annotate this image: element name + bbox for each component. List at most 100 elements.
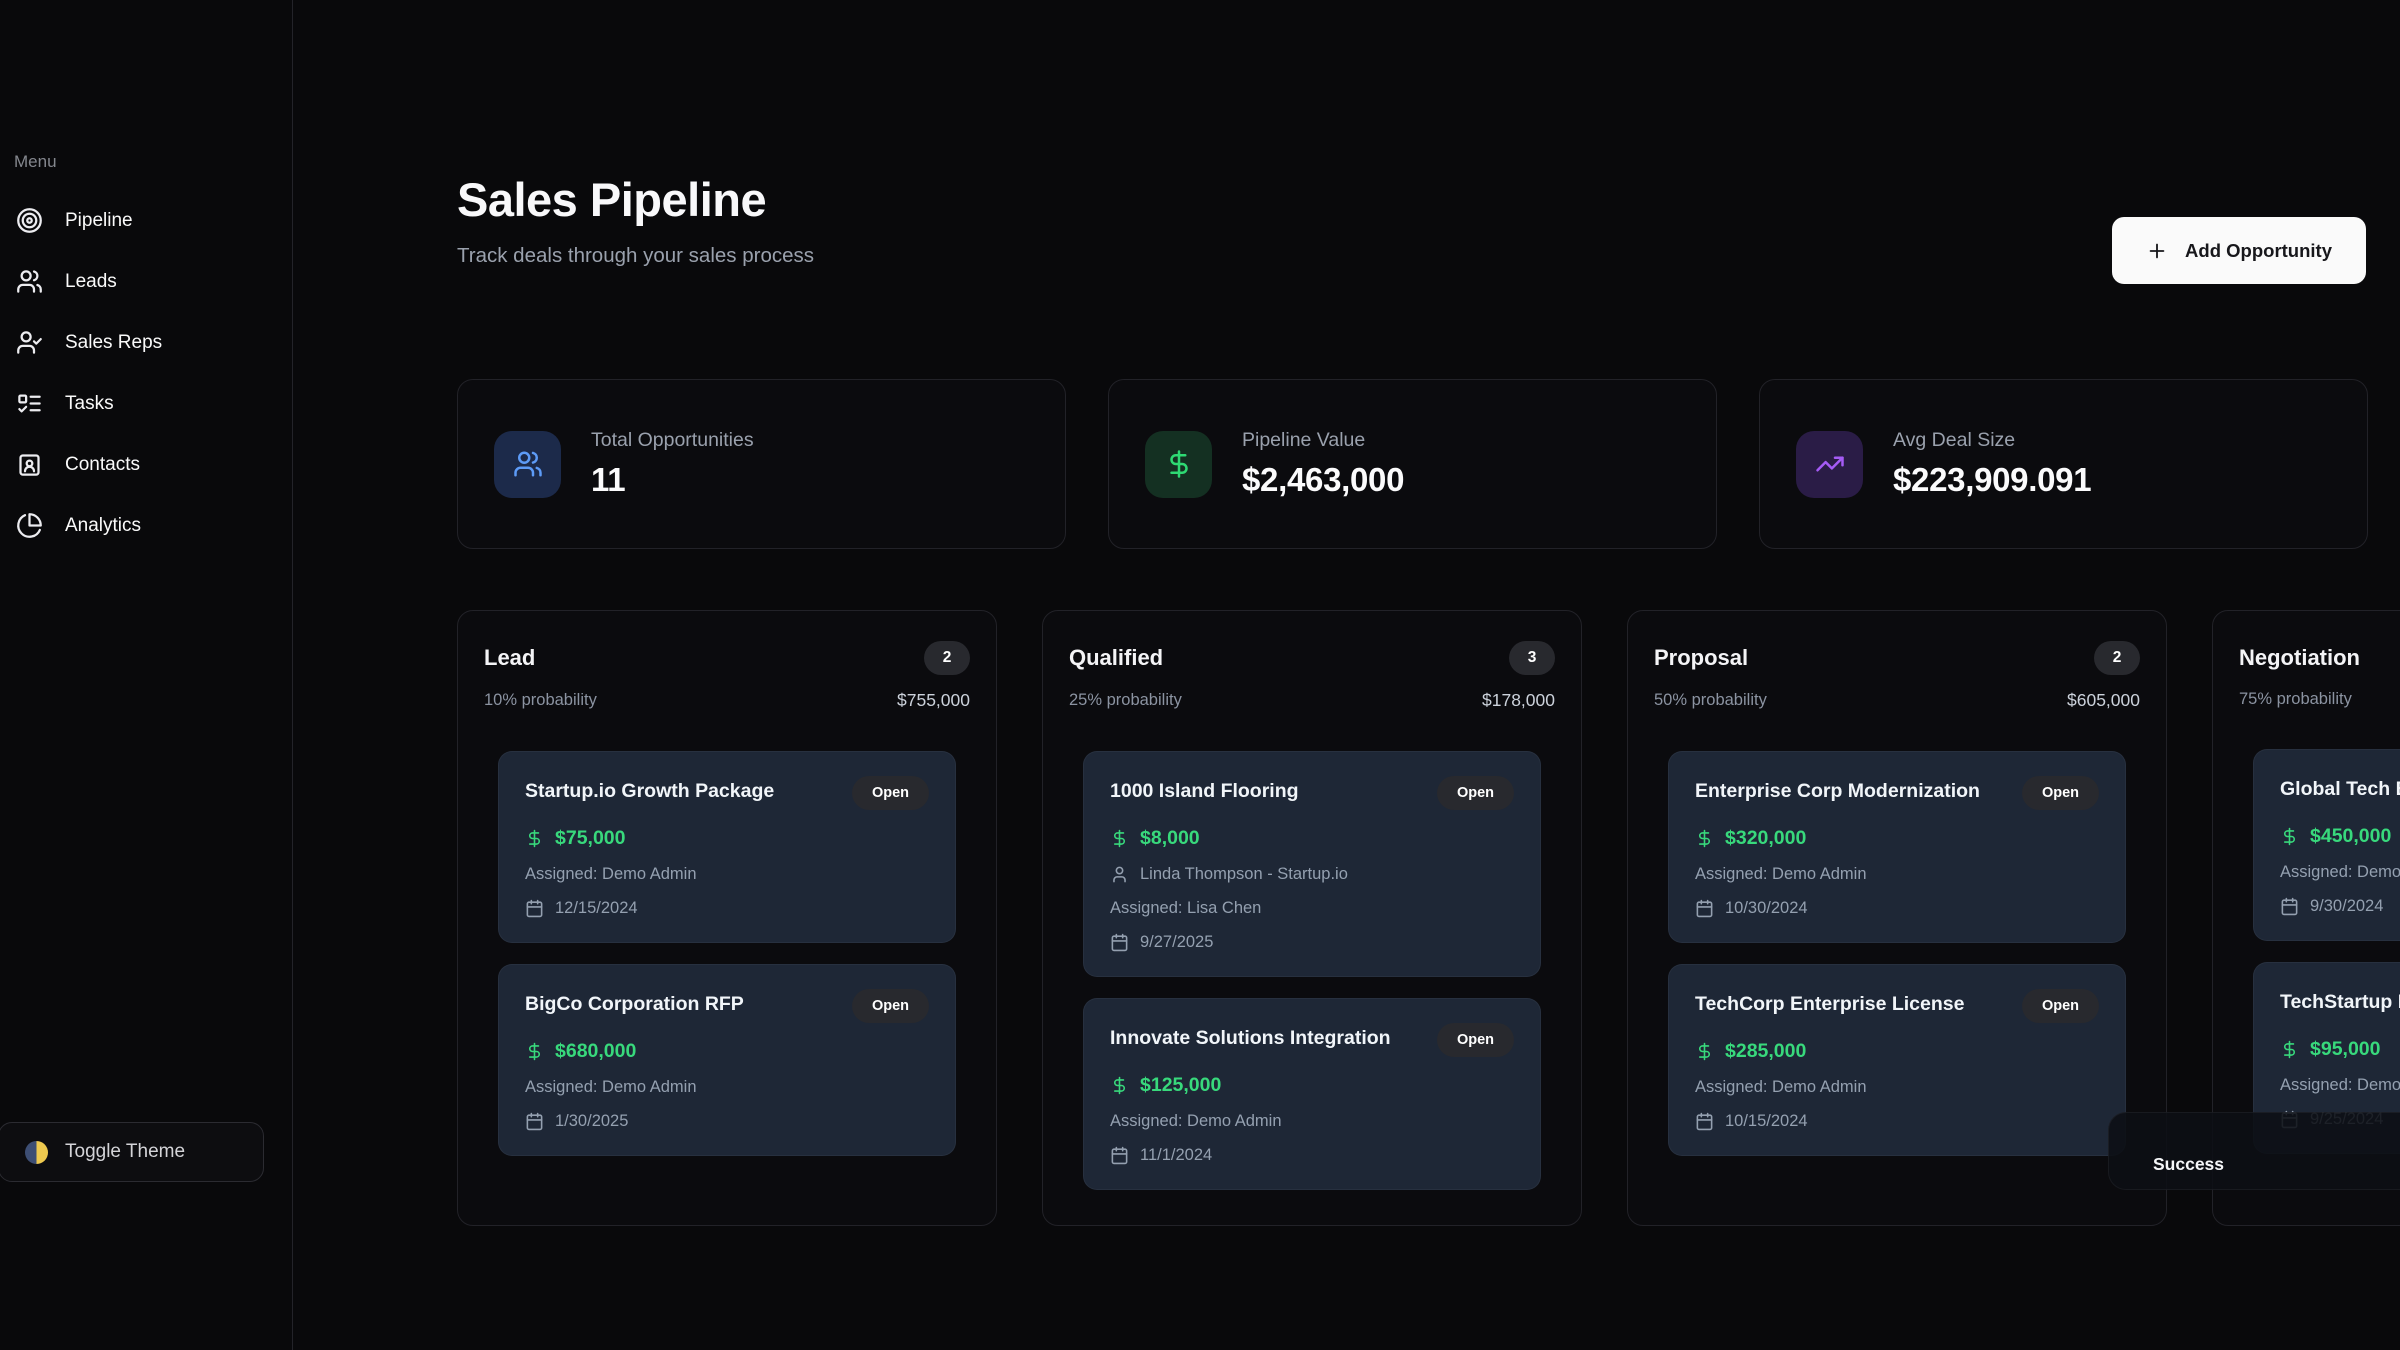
column-count-badge: 3 [1509, 641, 1555, 675]
add-opportunity-button[interactable]: Add Opportunity [2112, 217, 2366, 284]
calendar-icon [1696, 899, 1713, 918]
user-icon [1113, 866, 1126, 883]
stat-card-avg-deal-size: Avg Deal Size $223,909.091 [1759, 379, 2368, 549]
column-subheader: 25% probability $178,000 [1069, 690, 1555, 711]
stat-text: Total Opportunities 11 [591, 429, 754, 499]
column-name: Negotiation [2239, 645, 2360, 670]
stat-card-pipeline-value: Pipeline Value $2,463,000 [1108, 379, 1717, 549]
deal-assigned: Assigned: Demo Admin [1110, 1112, 1282, 1130]
sidebar-item-label: Pipeline [65, 209, 133, 231]
calendar-icon [1696, 1112, 1713, 1131]
deal-date: 11/1/2024 [1140, 1146, 1213, 1164]
deal-value: $320,000 [1725, 827, 1807, 849]
deal-value: $285,000 [1725, 1040, 1807, 1062]
dollar-sign-icon [1113, 1076, 1125, 1095]
column-header: Proposal 2 [1654, 641, 2140, 675]
column-name: Proposal [1654, 645, 1749, 670]
stat-value: $2,463,000 [1242, 461, 1405, 498]
column-count-badge: 2 [2094, 641, 2140, 675]
deal-assigned: Assigned: Demo Admin [1695, 865, 1867, 883]
sidebar-item-pipeline[interactable]: Pipeline [12, 190, 292, 251]
dollar-sign-icon [1113, 829, 1125, 848]
dollar-sign-icon [528, 829, 540, 848]
theme-toggle-button[interactable]: Toggle Theme [0, 1122, 264, 1182]
page-header: Sales Pipeline Track deals through your … [457, 172, 2400, 284]
dollar-sign-icon [2283, 827, 2295, 846]
sidebar-item-label: Leads [65, 270, 117, 292]
column-name: Qualified [1069, 645, 1164, 670]
dollar-sign-icon [1698, 829, 1710, 848]
dollar-sign-icon [1169, 450, 1188, 478]
deal-contact: Linda Thompson - Startup.io [1140, 865, 1348, 883]
deal-value: $8,000 [1140, 827, 1200, 849]
deal-assigned: Assigned: Demo Admin [2280, 1076, 2400, 1094]
deal-value: $680,000 [555, 1040, 637, 1062]
status-badge: Open [851, 989, 929, 1023]
list-todo-icon [18, 394, 41, 413]
deal-title: BigCo Corporation RFP [525, 993, 744, 1015]
toast-title: Success [2153, 1153, 2225, 1174]
pie-chart-icon [17, 513, 42, 538]
deal-value: $125,000 [1140, 1074, 1222, 1096]
stat-chip [494, 430, 561, 498]
stat-card-total-opportunities: Total Opportunities 11 [457, 379, 1066, 549]
deal-card[interactable]: Innovate Solutions Integration Open $125… [1083, 998, 1541, 1190]
target-icon [17, 208, 42, 233]
sidebar-item-contacts[interactable]: Contacts [12, 434, 292, 495]
deal-assigned: Assigned: Demo Admin [525, 865, 697, 883]
deal-card[interactable]: 1000 Island Flooring Open $8,000 Linda T… [1083, 751, 1541, 977]
sidebar-item-label: Contacts [65, 453, 140, 475]
stats-row: Total Opportunities 11 Pipeline Value $2… [457, 379, 2400, 549]
column-probability: 75% probability [2239, 690, 2352, 708]
moon-icon [25, 1140, 48, 1164]
theme-toggle-label: Toggle Theme [65, 1141, 186, 1162]
sidebar-item-tasks[interactable]: Tasks [12, 373, 292, 434]
stat-text: Pipeline Value $2,463,000 [1242, 429, 1404, 499]
sidebar-item-analytics[interactable]: Analytics [12, 495, 292, 556]
column-header: Qualified 3 [1069, 641, 1555, 675]
deal-title: 1000 Island Flooring [1110, 780, 1299, 802]
sidebar-item-leads[interactable]: Leads [12, 251, 292, 312]
page-title: Sales Pipeline [457, 173, 767, 226]
deal-date: 12/15/2024 [555, 899, 638, 917]
calendar-icon [1111, 933, 1128, 952]
deal-card[interactable]: BigCo Corporation RFP Open $680,000 Assi… [498, 964, 956, 1156]
column-cards: Startup.io Growth Package Open $75,000 A… [498, 751, 956, 1156]
column-cards: Enterprise Corp Modernization Open $320,… [1668, 751, 2126, 1156]
column-total: $755,000 [897, 690, 970, 710]
status-badge: Open [2021, 989, 2099, 1023]
deal-title: Startup.io Growth Package [525, 780, 775, 802]
deal-title: Global Tech Expansion [2280, 778, 2400, 800]
deal-title: Innovate Solutions Integration [1110, 1027, 1391, 1049]
dollar-sign-icon [2283, 1040, 2295, 1059]
deal-value: $450,000 [2310, 825, 2392, 847]
deal-date: 9/30/2024 [2310, 897, 2384, 915]
column-name: Lead [484, 645, 536, 670]
stat-chip [1145, 430, 1212, 498]
deal-date: 9/27/2025 [1140, 933, 1214, 951]
deal-card[interactable]: Startup.io Growth Package Open $75,000 A… [498, 751, 956, 943]
deal-date: 1/30/2025 [555, 1112, 629, 1130]
column-cards: Global Tech Expansion Open $450,000 Assi… [2253, 749, 2400, 1154]
pipeline-board: Lead 2 10% probability $755,000 Startup.… [457, 610, 2400, 1226]
status-badge: Open [1436, 1023, 1514, 1057]
deal-value: $75,000 [555, 827, 626, 849]
deal-card[interactable]: Global Tech Expansion Open $450,000 Assi… [2253, 749, 2400, 941]
dollar-sign-icon [1698, 1042, 1710, 1061]
page-heading-block: Sales Pipeline Track deals through your … [457, 172, 814, 268]
sidebar-nav: Pipeline Leads Sales Reps Tasks Contacts… [12, 190, 292, 556]
deal-card[interactable]: Enterprise Corp Modernization Open $320,… [1668, 751, 2126, 943]
deal-card[interactable]: TechCorp Enterprise License Open $285,00… [1668, 964, 2126, 1156]
stat-label: Pipeline Value [1242, 429, 1366, 451]
stat-text: Avg Deal Size $223,909.091 [1893, 429, 2092, 499]
status-badge: Open [851, 776, 929, 810]
dollar-sign-icon [528, 1042, 540, 1061]
sidebar-item-label: Sales Reps [65, 331, 163, 353]
column-probability: 50% probability [1654, 691, 1767, 709]
deal-assigned: Assigned: Demo Admin [2280, 863, 2400, 881]
sidebar-item-sales-reps[interactable]: Sales Reps [12, 312, 292, 373]
sidebar-item-label: Analytics [65, 514, 142, 536]
deal-title: TechCorp Enterprise License [1695, 993, 1965, 1015]
stat-label: Avg Deal Size [1893, 429, 2016, 451]
deal-value: $95,000 [2310, 1038, 2381, 1060]
